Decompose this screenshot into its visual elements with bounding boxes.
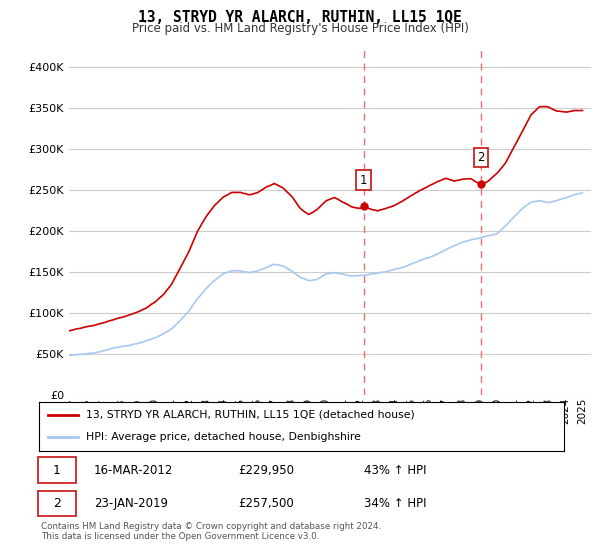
Text: 2: 2	[53, 497, 61, 510]
Text: 43% ↑ HPI: 43% ↑ HPI	[365, 464, 427, 477]
Text: 1: 1	[360, 174, 367, 186]
Text: 2: 2	[477, 151, 485, 164]
Text: 23-JAN-2019: 23-JAN-2019	[94, 497, 168, 510]
Text: 34% ↑ HPI: 34% ↑ HPI	[365, 497, 427, 510]
Text: 16-MAR-2012: 16-MAR-2012	[94, 464, 173, 477]
FancyBboxPatch shape	[38, 457, 76, 483]
Text: £229,950: £229,950	[239, 464, 295, 477]
FancyBboxPatch shape	[38, 491, 76, 516]
Text: 13, STRYD YR ALARCH, RUTHIN, LL15 1QE (detached house): 13, STRYD YR ALARCH, RUTHIN, LL15 1QE (d…	[86, 410, 415, 420]
Text: HPI: Average price, detached house, Denbighshire: HPI: Average price, detached house, Denb…	[86, 432, 361, 442]
Text: Contains HM Land Registry data © Crown copyright and database right 2024.
This d: Contains HM Land Registry data © Crown c…	[41, 522, 381, 542]
Text: 13, STRYD YR ALARCH, RUTHIN, LL15 1QE: 13, STRYD YR ALARCH, RUTHIN, LL15 1QE	[138, 10, 462, 25]
Text: 1: 1	[53, 464, 61, 477]
Text: Price paid vs. HM Land Registry's House Price Index (HPI): Price paid vs. HM Land Registry's House …	[131, 22, 469, 35]
Text: £257,500: £257,500	[239, 497, 294, 510]
